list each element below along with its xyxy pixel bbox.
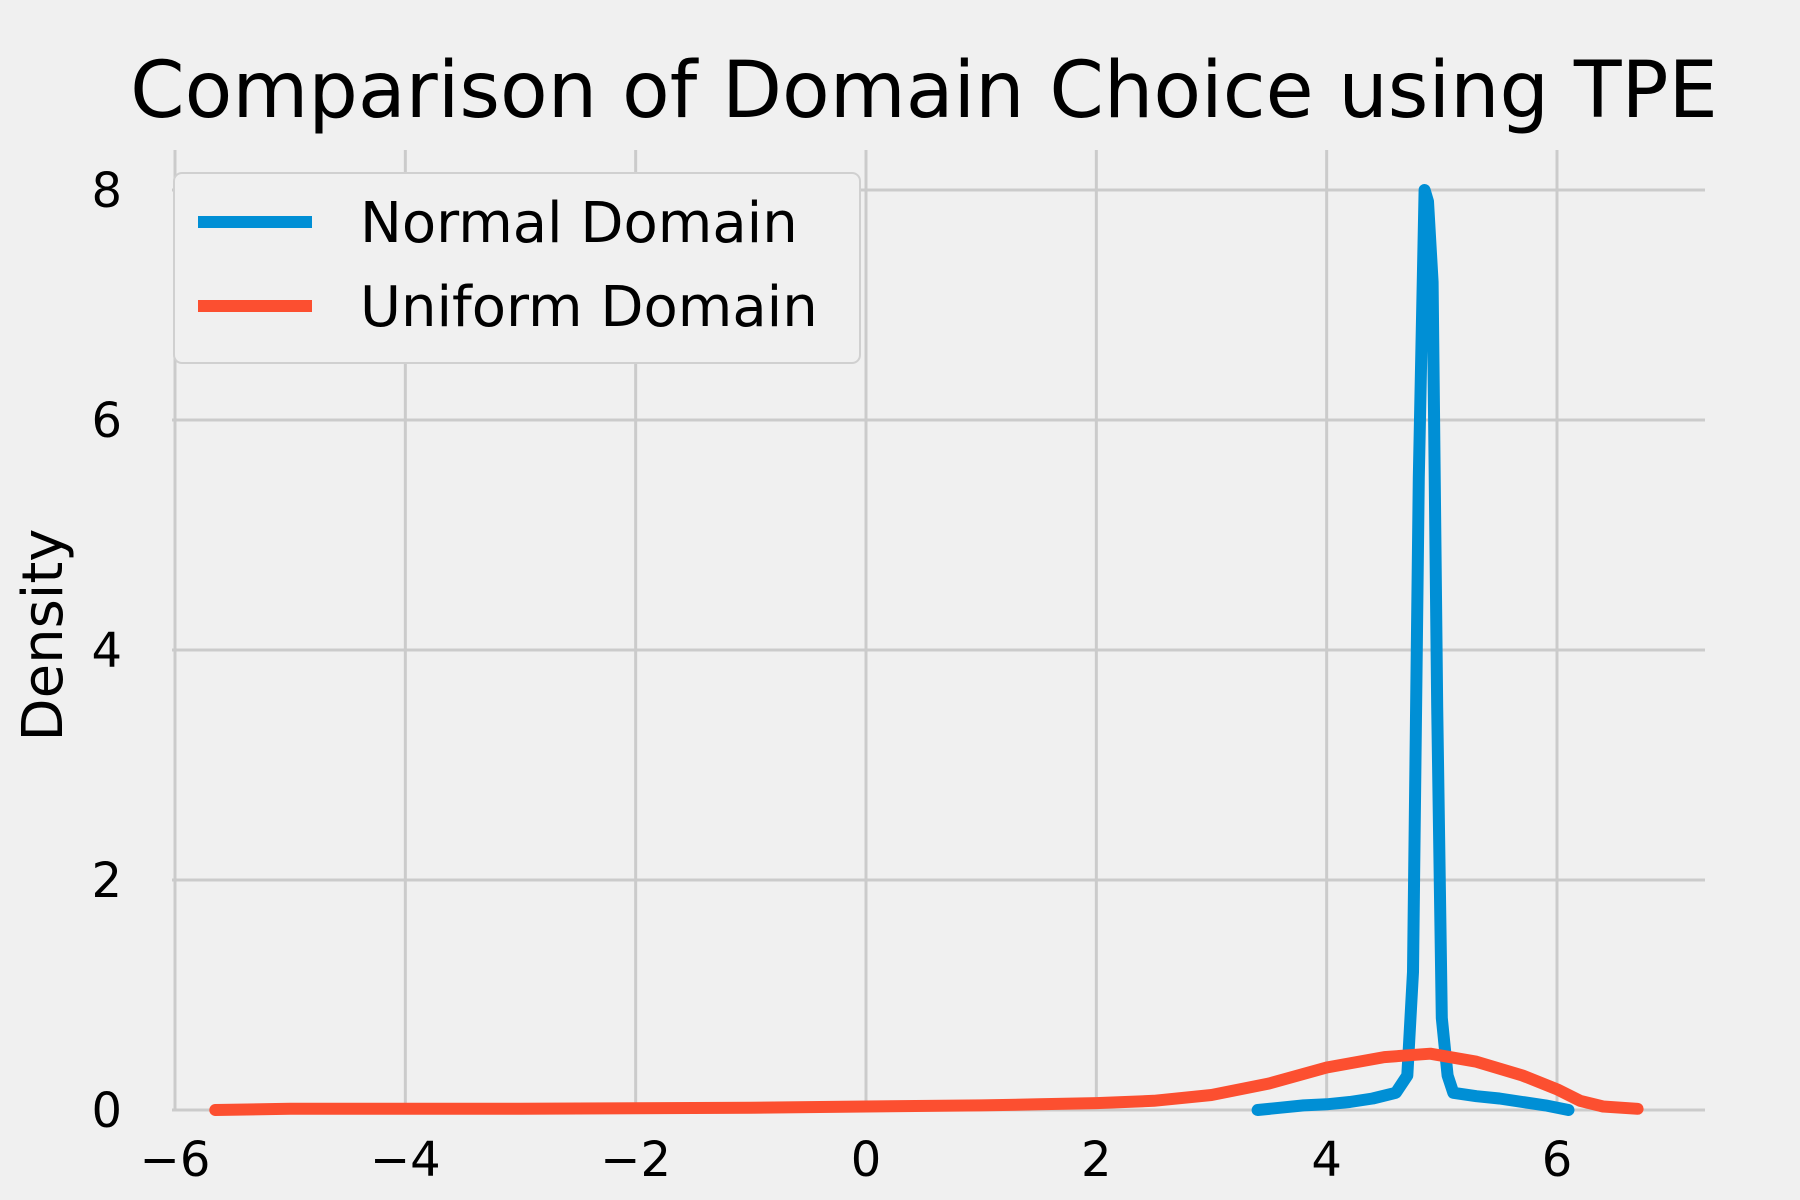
y-tick-label: 2 — [91, 853, 122, 909]
x-tick-label: −4 — [370, 1132, 441, 1188]
series-line-normal-domain — [1251, 184, 1575, 1116]
x-tick-label: 4 — [1311, 1132, 1342, 1188]
legend-label-uniform-domain: Uniform Domain — [360, 275, 818, 340]
legend-label-normal-domain: Normal Domain — [360, 191, 798, 256]
y-tick-label: 6 — [91, 393, 122, 449]
x-tick-label: 0 — [851, 1132, 882, 1188]
tick-labels: −6 −4 −2 0 2 4 6 0 2 4 6 8 — [91, 163, 1572, 1188]
x-tick-label: 6 — [1542, 1132, 1573, 1188]
y-tick-label: 8 — [91, 163, 122, 219]
legend: Normal Domain Uniform Domain — [173, 172, 861, 364]
x-tick-label: −2 — [600, 1132, 671, 1188]
y-tick-label: 4 — [91, 623, 122, 679]
legend-box — [173, 172, 861, 364]
x-tick-label: −6 — [140, 1132, 211, 1188]
y-tick-label: 0 — [91, 1083, 122, 1139]
x-tick-label: 2 — [1081, 1132, 1112, 1188]
y-axis-label: Density — [11, 529, 76, 742]
series-line-uniform-domain — [209, 1047, 1644, 1116]
series-lines — [209, 184, 1644, 1116]
chart-title: Comparison of Domain Choice using TPE — [130, 46, 1718, 136]
